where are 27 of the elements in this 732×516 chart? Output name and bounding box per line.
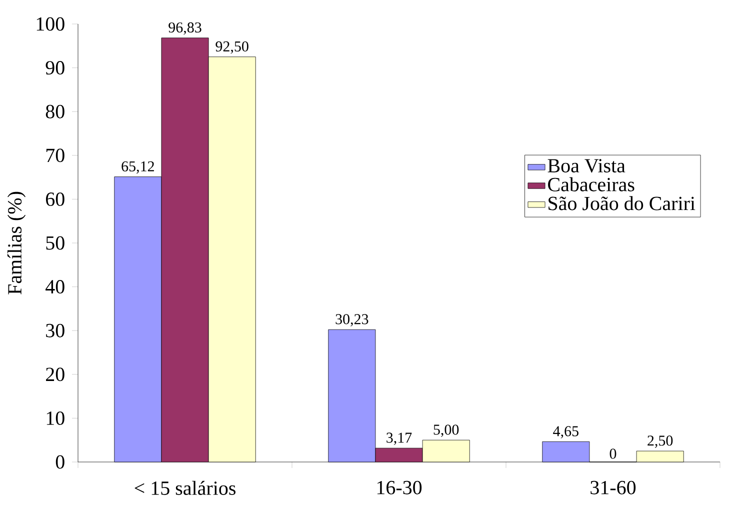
- y-tick-label: 10: [46, 411, 64, 425]
- data-label: 2,50: [648, 436, 673, 448]
- legend-label: São João do Cariri: [548, 196, 696, 210]
- data-label: 3,17: [386, 432, 412, 445]
- data-label: 30,23: [336, 314, 368, 326]
- y-tick-label: 40: [46, 280, 64, 294]
- data-label: 65,12: [122, 161, 154, 174]
- y-tick-label: 100: [36, 17, 64, 31]
- legend-label: Cabaceiras: [548, 177, 634, 192]
- y-tick-label: 90: [46, 61, 64, 75]
- y-tick-label: 0: [56, 455, 64, 469]
- y-axis-title: Famílias (%): [7, 192, 26, 294]
- y-tick-label: 20: [46, 368, 64, 382]
- y-tick-label: 80: [46, 104, 64, 118]
- x-tick-label: 16-30: [377, 480, 422, 494]
- y-tick-label: 70: [46, 148, 64, 162]
- data-label: 4,65: [553, 426, 578, 438]
- x-tick-label: 31-60: [590, 480, 636, 494]
- x-tick-label: < 15 salários: [134, 480, 236, 495]
- y-tick-label: 60: [46, 192, 64, 206]
- y-tick-label: 50: [46, 236, 64, 250]
- data-label: 96,83: [168, 22, 202, 35]
- y-tick-label: 30: [46, 324, 64, 338]
- legend-label: Boa Vista: [548, 159, 626, 173]
- data-label: 92,50: [216, 41, 248, 54]
- data-label: 0: [610, 448, 616, 459]
- data-label: 5,00: [434, 424, 459, 437]
